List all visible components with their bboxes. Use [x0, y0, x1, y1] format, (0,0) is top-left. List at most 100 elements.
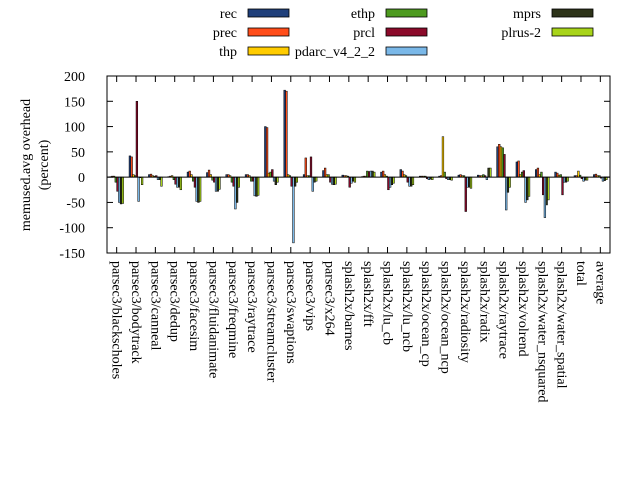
bar-prcl-1	[135, 101, 139, 178]
bar-thp-8	[267, 172, 270, 178]
bar-prec-4	[188, 170, 191, 178]
x-tick-label: parsec3/canneal	[147, 261, 162, 350]
x-tick-label: parsec3/freqmine	[225, 261, 240, 358]
bar-plrus-2-1	[140, 176, 144, 185]
x-tick-label: parsec3/swaptions	[283, 261, 298, 364]
bar-prec-15	[401, 170, 404, 178]
bar-pdarc_v4_2_2-20	[505, 176, 508, 211]
bar-ethp-17	[443, 171, 446, 178]
bar-ethp-0	[114, 176, 117, 183]
bar-prcl-5	[213, 176, 216, 183]
bar-prcl-7	[251, 176, 255, 182]
bar-pdarc_v4_2_2-4	[195, 176, 198, 202]
legend-label: rec	[220, 7, 237, 22]
bar-plrus-2-6	[237, 176, 240, 188]
bar-prcl-9	[290, 176, 293, 187]
bar-rec-11	[322, 170, 325, 178]
bar-pdarc_v4_2_2-7	[253, 176, 256, 197]
bar-rec-21	[515, 161, 518, 178]
x-tick-label: splash2x/lu_cb	[380, 261, 395, 345]
x-tick-label: parsec3/dedup	[167, 261, 182, 342]
bar-prec-14	[382, 170, 385, 178]
bar-prcl-10	[309, 156, 313, 178]
y-tick-label: 200	[64, 70, 85, 85]
bar-prcl-22	[542, 176, 545, 196]
bar-plrus-2-22	[547, 176, 550, 201]
bar-plrus-2-23	[566, 176, 569, 182]
bar-prcl-11	[329, 176, 332, 183]
x-tick-label: parsec3/fluidanimate	[205, 261, 220, 378]
y-tick-label: -150	[59, 247, 85, 262]
bar-ethp-13	[366, 170, 369, 178]
y-axis-label: memused.avg overhead (percent)	[19, 99, 52, 231]
bar-prcl-6	[232, 176, 235, 187]
bar-mprs-20	[506, 176, 510, 193]
bar-thp-24	[577, 170, 580, 178]
bar-plrus-2-8	[276, 176, 279, 183]
bar-rec-23	[554, 171, 557, 178]
x-tick-label: splash2x/radiosity	[457, 261, 472, 363]
x-tick-label: splash2x/water_nsquared	[534, 261, 549, 403]
x-tick-label: splash2x/fft	[360, 261, 375, 327]
bar-prec-9	[285, 90, 288, 178]
bar-pdarc_v4_2_2-13	[369, 170, 372, 178]
x-tick-label: parsec3/x264	[321, 261, 336, 336]
y-tick-label: -100	[59, 222, 85, 237]
legend-swatch	[247, 27, 290, 37]
bar-plrus-2-10	[315, 176, 318, 182]
bar-mprs-18	[468, 176, 471, 188]
bar-mprs-11	[332, 176, 335, 185]
y-tick-label: 50	[71, 146, 85, 161]
bar-prec-23	[556, 172, 559, 178]
legend-label: pdarc_v4_2_2	[295, 45, 375, 60]
x-tick-label: average	[592, 261, 607, 305]
x-tick-label: parsec3/raytrace	[244, 261, 259, 353]
bar-plrus-2-11	[334, 176, 337, 185]
x-tick-label: parsec3/bodytrack	[128, 261, 143, 364]
bar-ethp-20	[501, 147, 504, 178]
bar-mprs-6	[235, 176, 239, 203]
bar-mprs-14	[390, 176, 393, 185]
axes-layer: -150 -100 -50 0 50 100 150 200 parsec3/blackscho…	[59, 70, 611, 403]
bar-ethp-8	[269, 171, 272, 178]
bar-thp-20	[499, 146, 503, 178]
legend-swatch	[385, 27, 428, 37]
bar-rec-22	[535, 169, 538, 178]
x-tick-label: splash2x/water_spatial	[554, 261, 569, 389]
plot-frame	[106, 75, 611, 254]
legend-swatch	[247, 46, 290, 56]
legend-swatch	[247, 8, 290, 18]
bar-rec-14	[380, 171, 383, 178]
bar-pdarc_v4_2_2-12	[350, 176, 353, 184]
x-tick-label: splash2x/raytrace	[496, 261, 511, 359]
x-tick-label: splash2x/ocean_ncp	[438, 261, 453, 374]
bar-pdarc_v4_2_2-25	[601, 176, 605, 182]
bar-ethp-7	[250, 176, 253, 182]
bar-mprs-15	[410, 176, 413, 187]
bar-pdarc_v4_2_2-10	[311, 176, 314, 192]
bar-plrus-2-13	[373, 171, 376, 178]
bar-pdarc_v4_2_2-6	[234, 176, 237, 210]
bar-plrus-2-7	[257, 176, 260, 196]
legend-swatch	[551, 27, 594, 37]
bar-thp-17	[441, 136, 445, 178]
bar-pdarc_v4_2_2-8	[272, 176, 276, 182]
bar-prec-8	[265, 127, 269, 178]
bar-prcl-13	[367, 171, 371, 178]
bar-pdarc_v4_2_2-21	[524, 176, 527, 203]
legend-swatch	[551, 8, 594, 18]
bar-pdarc_v4_2_2-24	[582, 176, 585, 182]
bar-mprs-21	[526, 176, 529, 201]
x-tick-label: parsec3/vips	[302, 261, 317, 331]
bar-prcl-12	[348, 176, 351, 188]
bars-layer	[109, 89, 608, 244]
legend-label: prcl	[353, 26, 375, 41]
bar-prcl-3	[174, 176, 177, 185]
legend-swatch	[385, 46, 428, 56]
x-tick-label: splash2x/lu_ncb	[399, 261, 414, 352]
bar-prec-11	[324, 167, 327, 178]
bar-plrus-2-4	[199, 176, 202, 202]
legend-label: mprs	[513, 7, 541, 22]
bar-plrus-2-0	[121, 176, 124, 204]
